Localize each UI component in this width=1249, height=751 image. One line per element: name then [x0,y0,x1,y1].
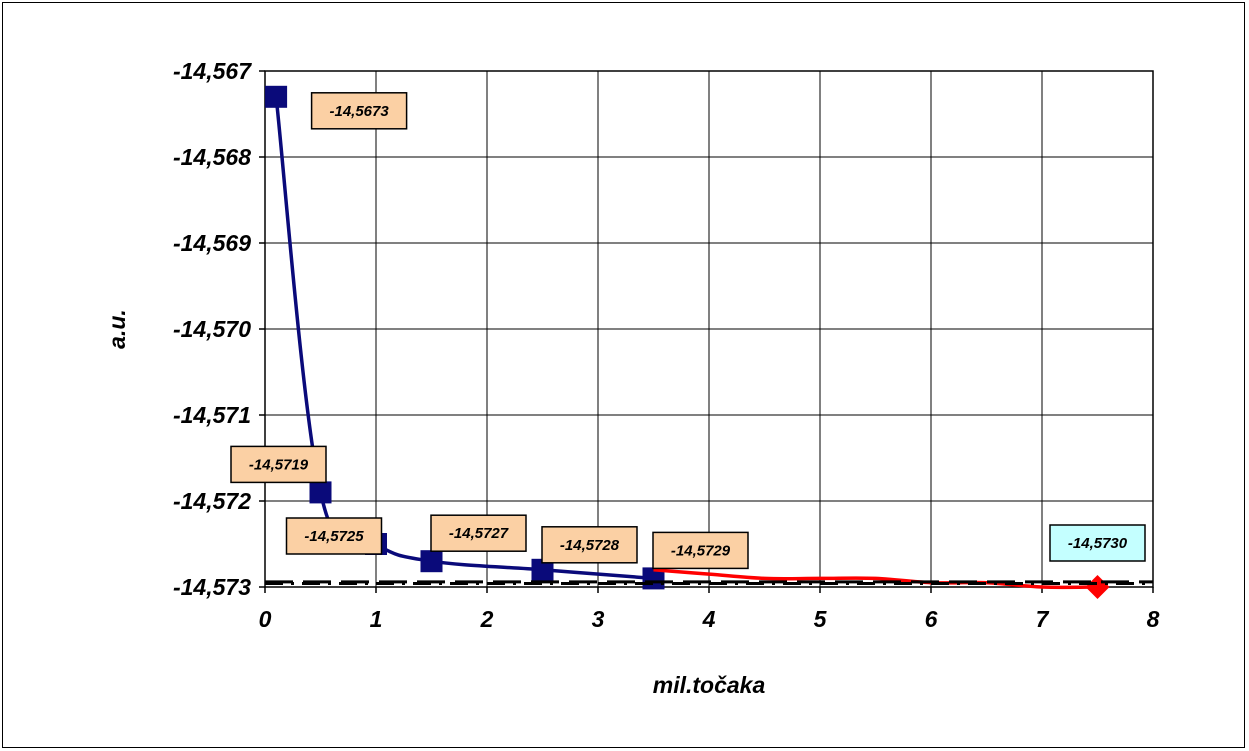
series-group [265,85,1153,599]
y-tick-label: -14,567 [173,58,252,84]
x-tick-label: 4 [702,606,716,632]
y-tick-label: -14,572 [173,488,251,514]
data-point-marker [309,481,332,504]
data-label: -14,5728 [560,537,620,554]
data-label: -14,5725 [304,528,364,545]
series-line [274,96,654,581]
y-tick-label: -14,573 [173,574,251,600]
data-point-marker [1085,575,1110,599]
data-label: -14,5673 [329,103,389,120]
data-label-box [1049,524,1146,562]
data-label-box [430,514,527,552]
data-point-marker [265,85,288,108]
data-point-marker [420,550,443,573]
y-tick-label: -14,571 [173,402,251,428]
x-axis-title: mil.točaka [653,672,766,698]
grid-lines [264,70,1154,588]
x-tick-label: 7 [1036,606,1050,632]
data-label: -14,5719 [249,456,309,473]
data-label: -14,5730 [1068,535,1128,552]
x-tick-label: 8 [1147,606,1160,632]
data-label: -14,5729 [671,542,731,559]
data-label-box [230,445,327,484]
y-tick-label: -14,568 [173,144,251,170]
y-axis-title: a.u. [104,309,130,349]
x-tick-label: 0 [259,606,272,632]
x-tick-label: 1 [370,606,383,632]
data-label-box [541,526,638,564]
series-line [653,568,1098,590]
y-axis-ticks: -14,567 -14,568 -14,569 -14,570 -14,571 -14,5… [173,58,265,600]
y-tick-label: -14,569 [173,230,251,256]
data-labels: -14,5673 -14,5719 -14,5725 -14,5727 -14,5728… [230,92,1146,570]
x-tick-label: 5 [814,606,828,632]
y-tick-label: -14,570 [173,316,251,342]
x-axis-ticks: 0 1 2 3 4 5 6 7 8 [259,587,1160,632]
data-label-box [652,531,749,570]
x-tick-label: 6 [925,606,938,632]
x-tick-label: 3 [592,606,605,632]
x-tick-label: 2 [480,606,494,632]
data-label: -14,5727 [449,525,509,542]
data-point-marker [531,558,554,581]
data-label-box [285,517,383,555]
data-label-box [310,92,408,130]
